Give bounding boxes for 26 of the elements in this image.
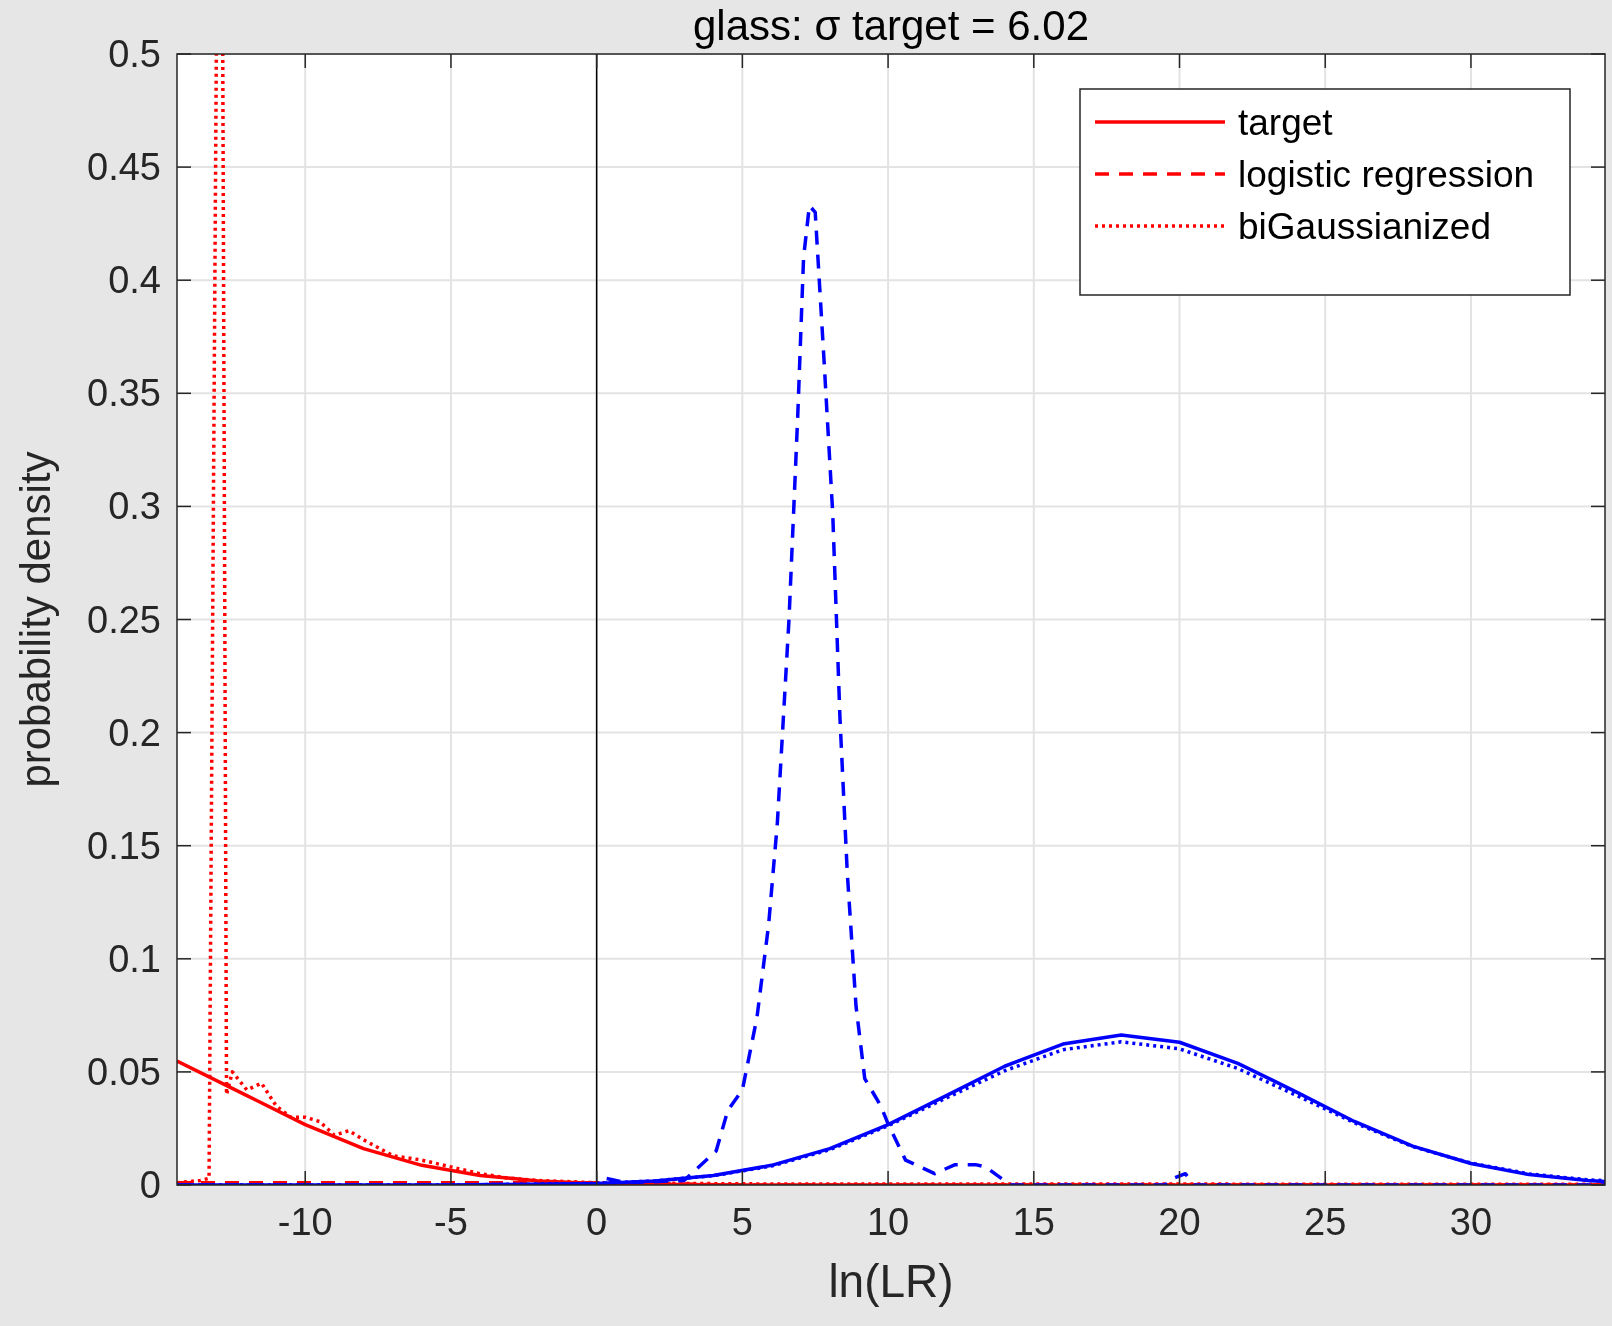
y-tick-label: 0.45 [87,146,161,189]
x-tick-label: 25 [1304,1201,1347,1243]
x-tick-label: -5 [434,1201,468,1243]
y-tick-label: 0.2 [108,711,161,754]
x-tick-label: 10 [866,1201,910,1243]
legend-label: target [1238,102,1334,143]
y-tick-label: 0 [139,1164,161,1206]
y-tick-label: 0.4 [108,259,161,302]
chart-title: glass: σ target = 6.02 [693,2,1089,49]
y-tick-label: 0.1 [108,937,161,980]
y-axis-title: probability density [12,451,59,788]
y-tick-label: 0.05 [87,1050,161,1093]
legend-label: biGaussianized [1238,206,1491,247]
x-tick-label: 20 [1158,1201,1201,1243]
x-tick-label: 30 [1449,1201,1493,1243]
y-tick-label: 0.5 [108,33,161,75]
y-tick-label: 0.35 [87,372,161,415]
y-tick-label: 0.25 [87,598,161,641]
x-tick-label: 5 [731,1201,753,1243]
y-tick-label: 0.3 [108,485,161,528]
x-tick-label: 15 [1012,1201,1055,1243]
legend-label: logistic regression [1238,154,1535,195]
x-axis-title: ln(LR) [828,1255,954,1307]
x-tick-label: 0 [586,1201,608,1243]
x-tick-label: -10 [277,1201,333,1243]
y-tick-label: 0.15 [87,824,161,867]
